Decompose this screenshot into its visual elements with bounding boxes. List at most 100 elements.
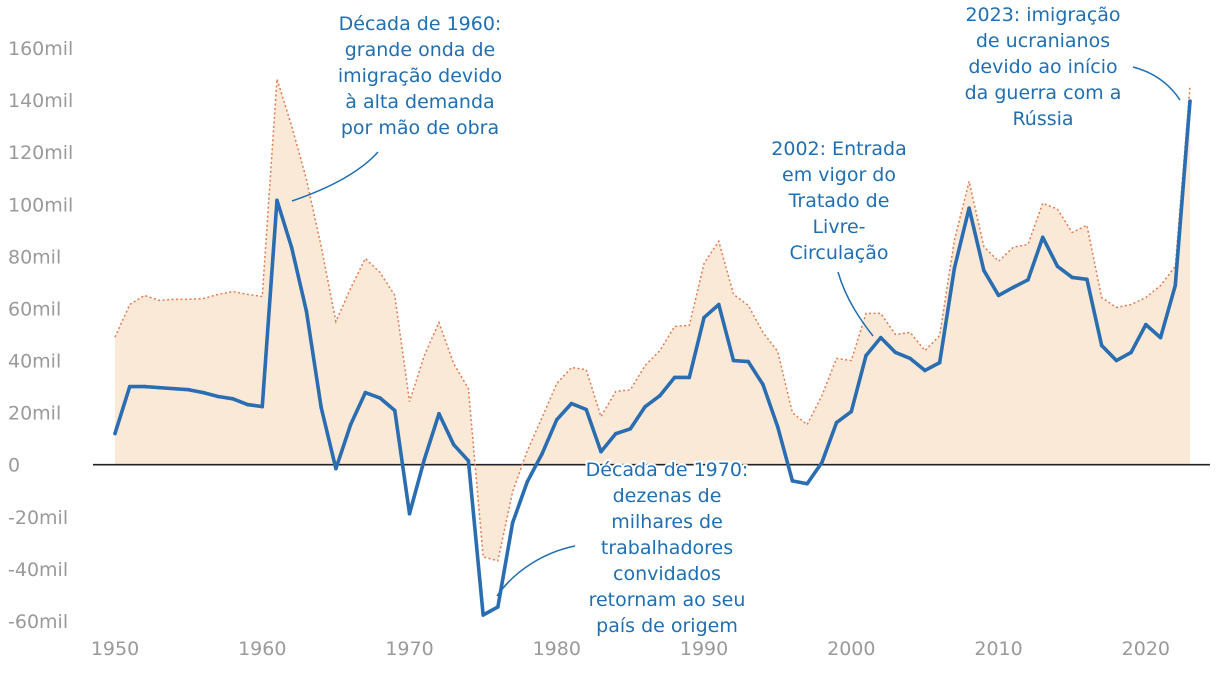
annotation-1: Década de 1970: dezenas de milhares de trab… — [496, 457, 750, 639]
data-point-1994 — [761, 382, 765, 387]
data-point-1971 — [422, 457, 427, 462]
data-point-2003 — [893, 350, 898, 355]
annotation-text-0: Década de 1960: grande onda de imigração d… — [338, 13, 502, 139]
data-point-2015 — [1070, 275, 1074, 280]
data-point-1997 — [805, 481, 809, 486]
y-tick-label-11: -60mil — [8, 611, 68, 633]
data-point-1960 — [260, 404, 265, 409]
annotation-leader-3 — [1132, 66, 1181, 101]
data-point-1950 — [113, 431, 117, 436]
data-point-1990 — [702, 315, 706, 320]
net-migration-line — [113, 99, 1192, 617]
data-point-1985 — [628, 426, 633, 431]
data-point-1989 — [687, 375, 692, 380]
y-tick-label-5: 60mil — [8, 298, 61, 320]
data-point-1962 — [289, 245, 294, 250]
data-point-2006 — [937, 360, 942, 365]
data-point-2012 — [1026, 278, 1030, 282]
y-tick-label-4: 80mil — [8, 246, 61, 268]
data-point-2001 — [864, 353, 868, 358]
x-tick-label-7: 2020 — [1122, 638, 1170, 660]
data-point-1975 — [481, 613, 485, 617]
y-axis: 160mil 140mil 120mil 100mil 80mil 60mil 40mil 2… — [8, 38, 73, 633]
annotation-leader-2 — [837, 271, 874, 337]
x-tick-label-5: 2000 — [827, 638, 875, 660]
data-point-1967 — [363, 390, 368, 395]
y-tick-label-6: 40mil — [8, 351, 61, 373]
data-point-2016 — [1085, 277, 1089, 282]
data-point-1953 — [157, 385, 161, 390]
data-point-1980 — [554, 417, 559, 422]
data-point-1957 — [216, 394, 220, 399]
data-point-1981 — [569, 401, 574, 406]
envelope-area — [115, 78, 1190, 561]
data-point-1961 — [275, 198, 279, 203]
data-point-1952 — [142, 384, 147, 389]
data-point-1982 — [584, 407, 589, 412]
data-point-2019 — [1129, 350, 1133, 355]
data-point-1973 — [451, 442, 456, 447]
data-point-2008 — [967, 206, 971, 210]
annotation-leader-1 — [496, 545, 576, 597]
y-tick-label-0: 160mil — [8, 38, 73, 60]
data-point-1968 — [378, 396, 382, 400]
data-point-1974 — [466, 459, 471, 463]
data-point-2000 — [849, 409, 854, 414]
data-point-2020 — [1144, 322, 1148, 327]
data-point-2010 — [996, 293, 1001, 298]
data-point-2021 — [1158, 335, 1163, 340]
data-point-2009 — [982, 268, 986, 273]
annotation-2: 2002: Entrada em vigor do Tratado de Livre-… — [769, 136, 909, 337]
data-point-1958 — [231, 397, 235, 401]
data-point-1984 — [613, 431, 618, 436]
data-point-1988 — [672, 375, 677, 380]
data-point-2018 — [1114, 358, 1119, 363]
data-point-1995 — [775, 424, 780, 429]
x-tick-label-2: 1970 — [385, 638, 433, 660]
data-point-1965 — [334, 466, 338, 471]
y-tick-label-9: -20mil — [8, 507, 68, 529]
data-point-1956 — [201, 390, 206, 395]
data-point-1954 — [172, 386, 176, 391]
data-point-1977 — [510, 521, 515, 525]
data-point-1998 — [820, 460, 824, 465]
annotation-text-1: Década de 1970: dezenas de milhares de trab… — [586, 459, 749, 637]
y-tick-label-7: 20mil — [8, 403, 61, 425]
data-point-2007 — [952, 266, 957, 271]
y-tick-label-10: -40mil — [8, 559, 68, 581]
data-point-1969 — [392, 408, 397, 413]
data-point-1972 — [437, 411, 441, 416]
annotation-0: Década de 1960: grande onda de imigração d… — [291, 11, 504, 202]
annotations: Década de 1960: grande onda de imigração d… — [291, 2, 1181, 639]
data-point-1979 — [540, 451, 544, 456]
data-point-1986 — [643, 404, 647, 409]
x-tick-label-3: 1980 — [533, 638, 581, 660]
data-point-2014 — [1055, 264, 1060, 269]
data-point-1983 — [599, 449, 603, 454]
data-point-1964 — [319, 405, 323, 410]
y-tick-label-3: 100mil — [8, 194, 73, 216]
data-point-1991 — [716, 302, 721, 307]
data-point-1993 — [746, 359, 751, 364]
y-tick-label-2: 120mil — [8, 142, 73, 164]
data-point-1951 — [127, 384, 132, 389]
y-tick-label-1: 140mil — [8, 90, 73, 112]
annotation-leader-0 — [291, 151, 379, 202]
envelope-dotted-line — [114, 78, 1191, 562]
data-point-2022 — [1173, 283, 1178, 288]
annotation-3: 2023: imigração de ucranianos devido ao in… — [963, 2, 1181, 132]
data-point-1970 — [407, 511, 412, 516]
data-point-2013 — [1040, 235, 1045, 240]
annotation-text-3: 2023: imigração de ucranianos devido ao in… — [965, 4, 1122, 130]
data-point-2004 — [908, 356, 913, 361]
x-axis: 1950 1960 1970 1980 1990 2000 2010 2020 — [91, 638, 1170, 660]
x-tick-label-4: 1990 — [680, 638, 728, 660]
data-points — [113, 99, 1192, 617]
x-tick-label-6: 2010 — [974, 638, 1022, 660]
data-point-1955 — [186, 387, 191, 392]
data-point-1992 — [731, 358, 736, 363]
data-point-1996 — [790, 479, 795, 483]
data-point-1976 — [496, 605, 500, 609]
data-point-1966 — [348, 422, 353, 427]
